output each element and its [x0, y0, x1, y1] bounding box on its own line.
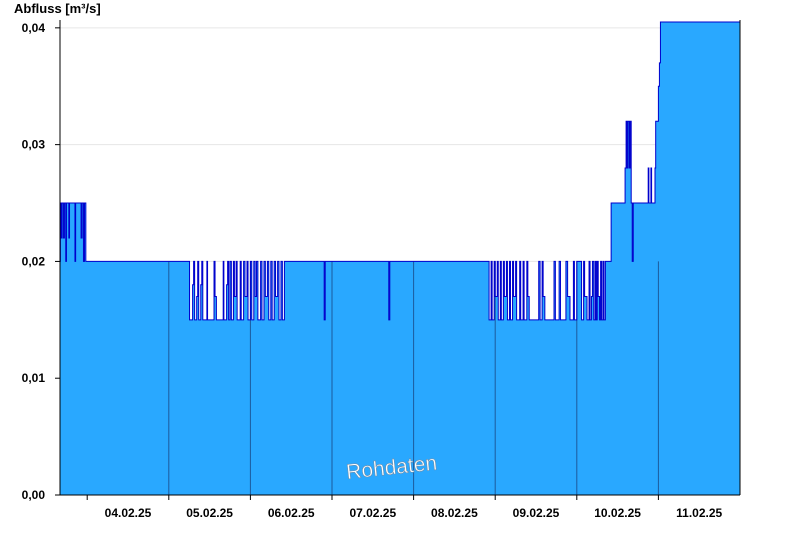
- y-tick-label-1: 0,01: [22, 371, 46, 385]
- x-tick-label-2: 06.02.25: [268, 506, 315, 520]
- x-tick-label-3: 07.02.25: [349, 506, 396, 520]
- discharge-line: [59, 21, 740, 321]
- x-tick-label-6: 10.02.25: [594, 506, 641, 520]
- y-axis-title: Abfluss [m³/s]: [14, 1, 101, 16]
- x-tick-label-5: 09.02.25: [513, 506, 560, 520]
- x-ticks: 04.02.25 05.02.25 06.02.25 07.02.25 08.02.25…: [105, 506, 723, 520]
- x-tick-label-1: 05.02.25: [186, 506, 233, 520]
- x-tick-label-7: 11.02.25: [676, 506, 722, 520]
- axes: [59, 20, 741, 500]
- y-tick-label-0: 0,00: [22, 488, 46, 502]
- y-tick-label-4: 0,04: [22, 21, 46, 35]
- discharge-area: [60, 22, 740, 495]
- x-tick-label-0: 04.02.25: [105, 506, 152, 520]
- x-tick-label-4: 08.02.25: [431, 506, 478, 520]
- y-tick-label-2: 0,02: [22, 254, 46, 268]
- y-ticks: 0,00 0,01 0,02 0,03 0,04: [22, 21, 60, 502]
- rohdaten-annotation: Rohdaten: [345, 452, 438, 484]
- y-tick-label-3: 0,03: [22, 138, 46, 152]
